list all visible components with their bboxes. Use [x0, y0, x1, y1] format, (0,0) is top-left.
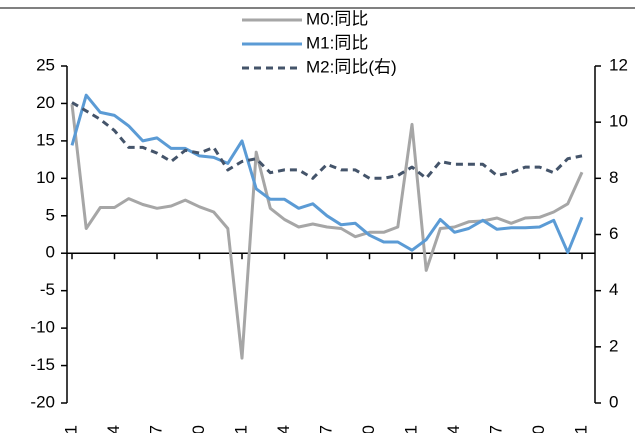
x-tick-label: 01	[61, 425, 80, 433]
y-tick-label: 10	[36, 168, 55, 187]
x-tick-label: 04	[104, 425, 123, 433]
y2-tick-label: 10	[609, 112, 628, 131]
y2-tick-label: 6	[609, 224, 618, 243]
legend-label: M1:同比	[306, 33, 368, 52]
y2-tick-label: 8	[609, 168, 618, 187]
y-tick-label: -20	[30, 392, 55, 411]
x-tick-label: 10	[189, 425, 208, 433]
legend-label: M2:同比(右)	[306, 57, 397, 76]
y-tick-label: 0	[46, 243, 55, 262]
y-tick-label: -5	[40, 280, 55, 299]
series-line	[70, 93, 584, 254]
y-tick-label: 15	[36, 130, 55, 149]
y-tick-label: -15	[30, 355, 55, 374]
y2-tick-label: 4	[609, 280, 618, 299]
x-tick-label: 01	[231, 425, 250, 433]
y2-tick-label: 0	[609, 392, 618, 411]
y-tick-label: -10	[30, 318, 55, 337]
x-tick-label: 07	[316, 425, 335, 433]
y2-tick-label: 12	[609, 55, 628, 74]
y2-tick-label: 2	[609, 336, 618, 355]
y-tick-label: 20	[36, 93, 55, 112]
y-tick-label: 25	[36, 55, 55, 74]
legend-label: M0:同比	[306, 9, 368, 28]
x-tick-label: 04	[444, 425, 463, 433]
x-tick-label: 01	[401, 425, 420, 433]
x-tick-label: 07	[486, 425, 505, 433]
y-tick-label: 5	[46, 205, 55, 224]
x-tick-label: 10	[359, 425, 378, 433]
x-tick-label: 01	[571, 425, 590, 433]
series-line	[71, 101, 583, 180]
series-line	[70, 104, 584, 360]
x-tick-label: 04	[274, 425, 293, 433]
x-tick-label: 07	[146, 425, 165, 433]
x-tick-label: 10	[529, 425, 548, 433]
